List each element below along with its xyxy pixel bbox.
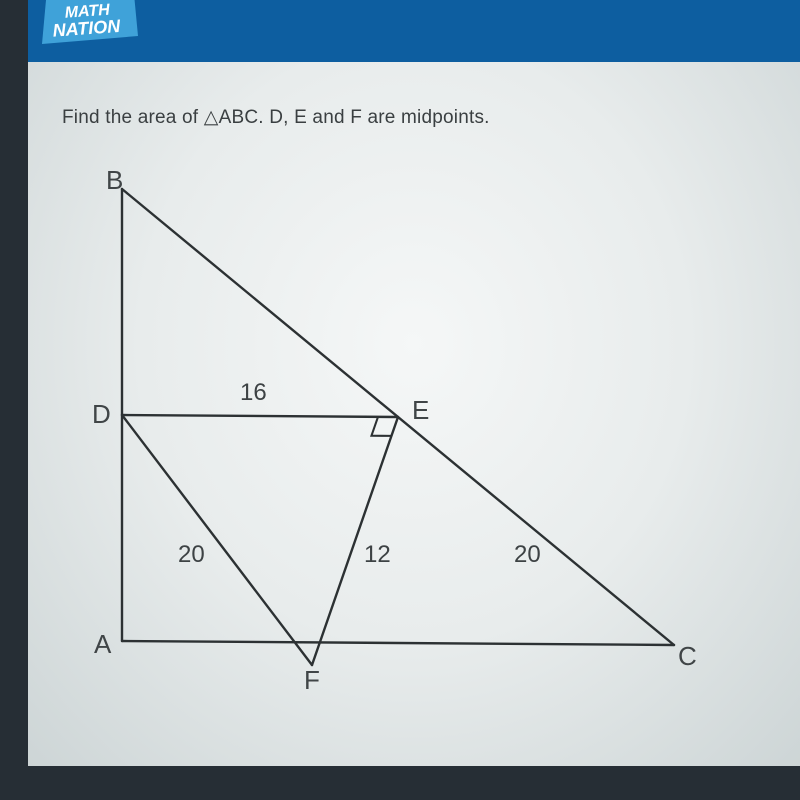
vertex-label-D: D [92, 399, 111, 430]
math-nation-logo[interactable]: MATH NATION [40, 0, 140, 50]
length-EC: 20 [514, 541, 541, 569]
question-page: Find the area of △ABC. D, E and F are mi… [28, 62, 800, 766]
vertex-label-F: F [304, 665, 320, 696]
triangle-figure: A B C D E F 16 20 12 20 [62, 171, 702, 691]
vertex-label-E: E [412, 395, 429, 426]
question-prompt: Find the area of △ABC. D, E and F are mi… [62, 106, 766, 129]
figure-svg [62, 171, 702, 691]
top-bar: MATH NATION [28, 0, 800, 62]
app-screen: MATH NATION Find the area of △ABC. D, E … [28, 0, 800, 766]
length-DF: 20 [178, 541, 205, 569]
vertex-label-C: C [678, 641, 697, 672]
length-DE: 16 [240, 379, 267, 407]
vertex-label-A: A [94, 629, 111, 660]
length-EF: 12 [364, 541, 391, 569]
vertex-label-B: B [106, 165, 123, 196]
device-frame: MATH NATION Find the area of △ABC. D, E … [0, 0, 800, 800]
